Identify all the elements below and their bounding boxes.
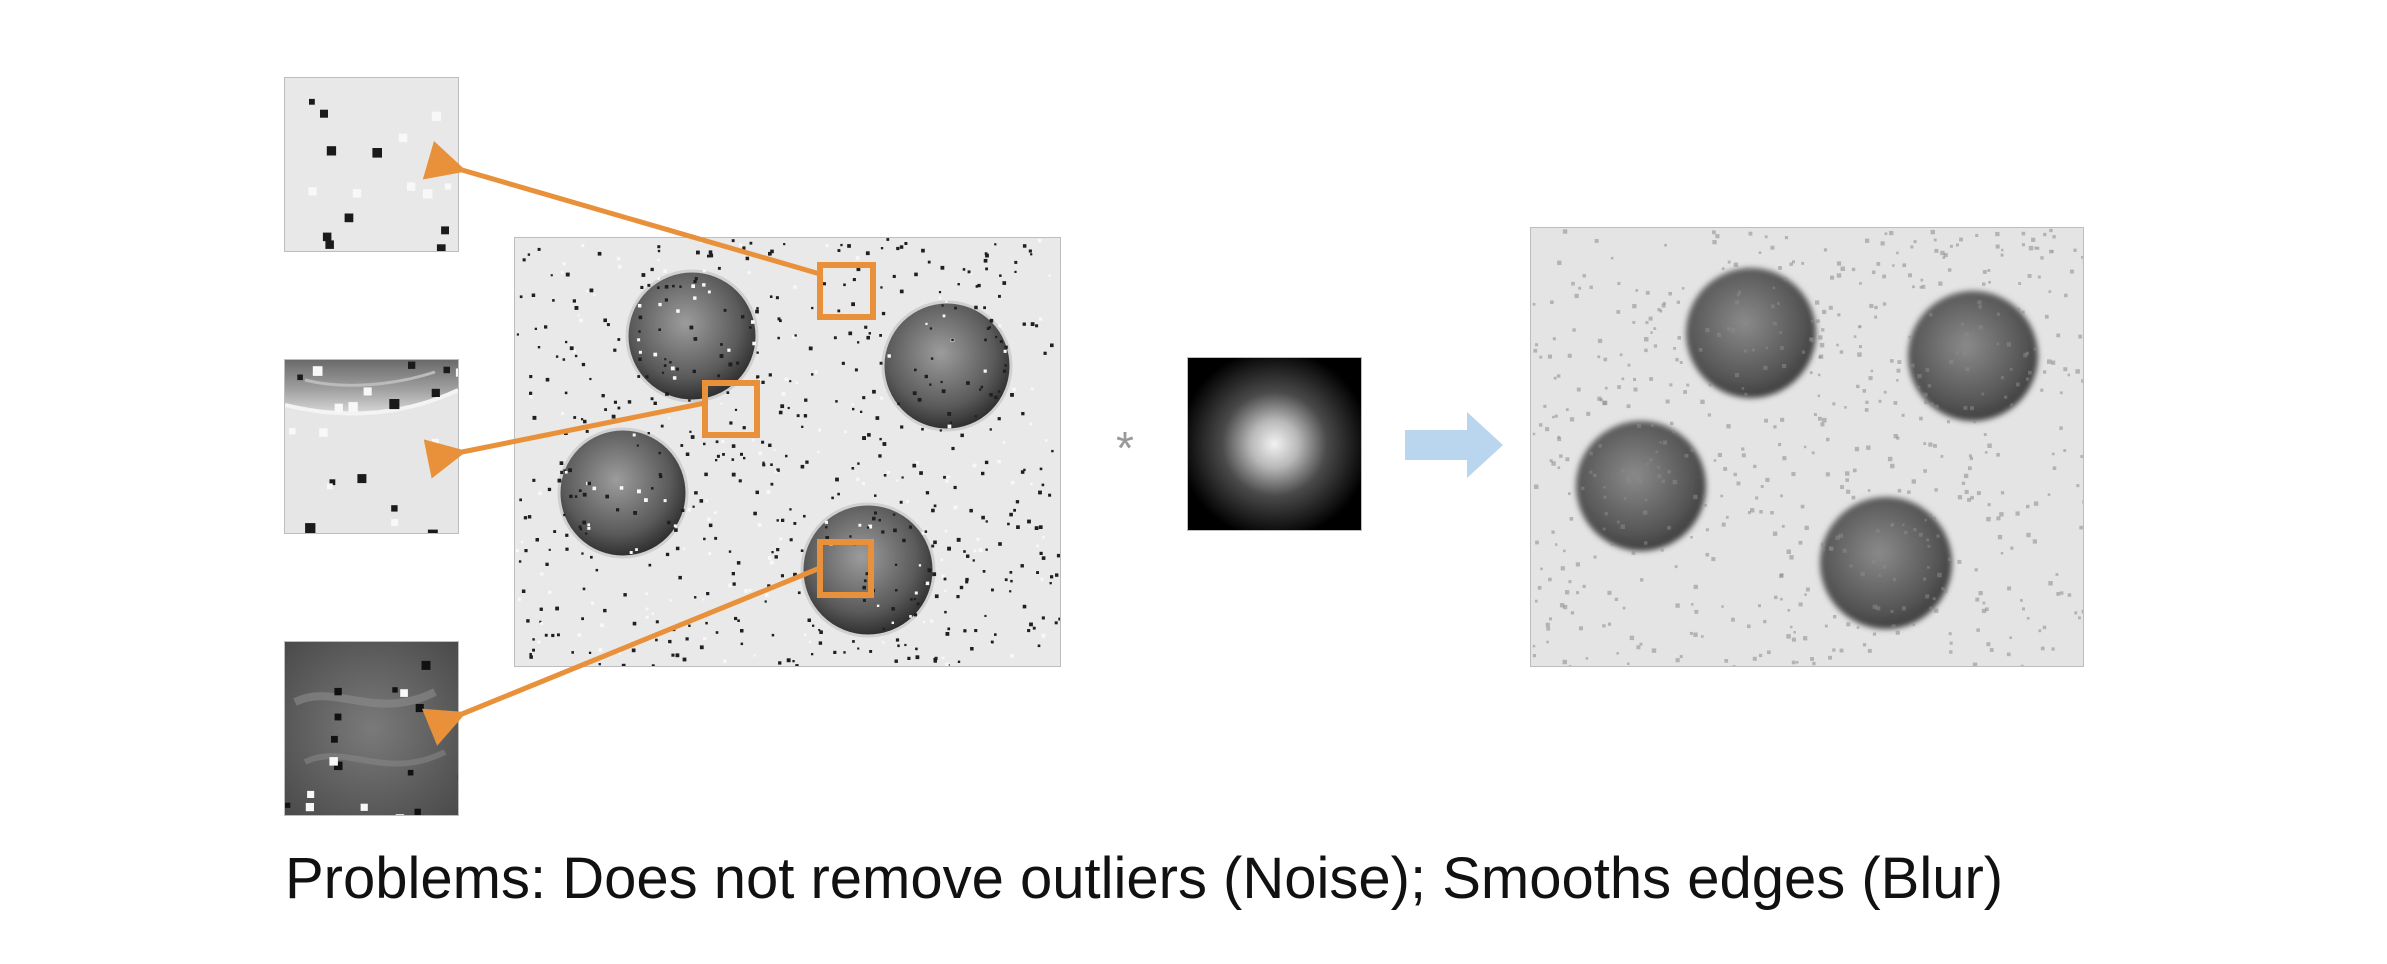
blurred-coins xyxy=(1576,268,2038,629)
coin xyxy=(557,427,689,559)
noise-dots xyxy=(285,660,458,815)
highlight-box-coin xyxy=(817,539,874,598)
arrow-to-edge-patch xyxy=(423,400,706,479)
highlight-box-background xyxy=(817,262,876,320)
coin xyxy=(1686,268,1816,398)
result-arrow-icon xyxy=(1405,412,1503,478)
gaussian-kernel-svg xyxy=(1188,358,1361,530)
caption: Problems: Does not remove outliers (Nois… xyxy=(285,846,2004,911)
smoothed-coins-svg xyxy=(1531,228,2083,666)
gaussian-kernel xyxy=(1188,358,1361,530)
zoom-coin-edge-patch xyxy=(285,360,458,533)
coin xyxy=(1820,497,1952,629)
convolution-operator: * xyxy=(1116,422,1134,474)
arrow-to-coin-patch xyxy=(422,565,821,746)
coin xyxy=(1908,291,2038,421)
noise-dots xyxy=(515,238,1060,666)
highlight-box-edge xyxy=(702,380,760,438)
smoothed-coins-image xyxy=(1531,228,2083,666)
noise-dots xyxy=(1532,228,2083,666)
zoom-edge-svg xyxy=(285,360,458,533)
coin xyxy=(1576,421,1706,551)
noise-dots xyxy=(308,98,452,251)
arrow-to-background-patch xyxy=(422,141,821,277)
